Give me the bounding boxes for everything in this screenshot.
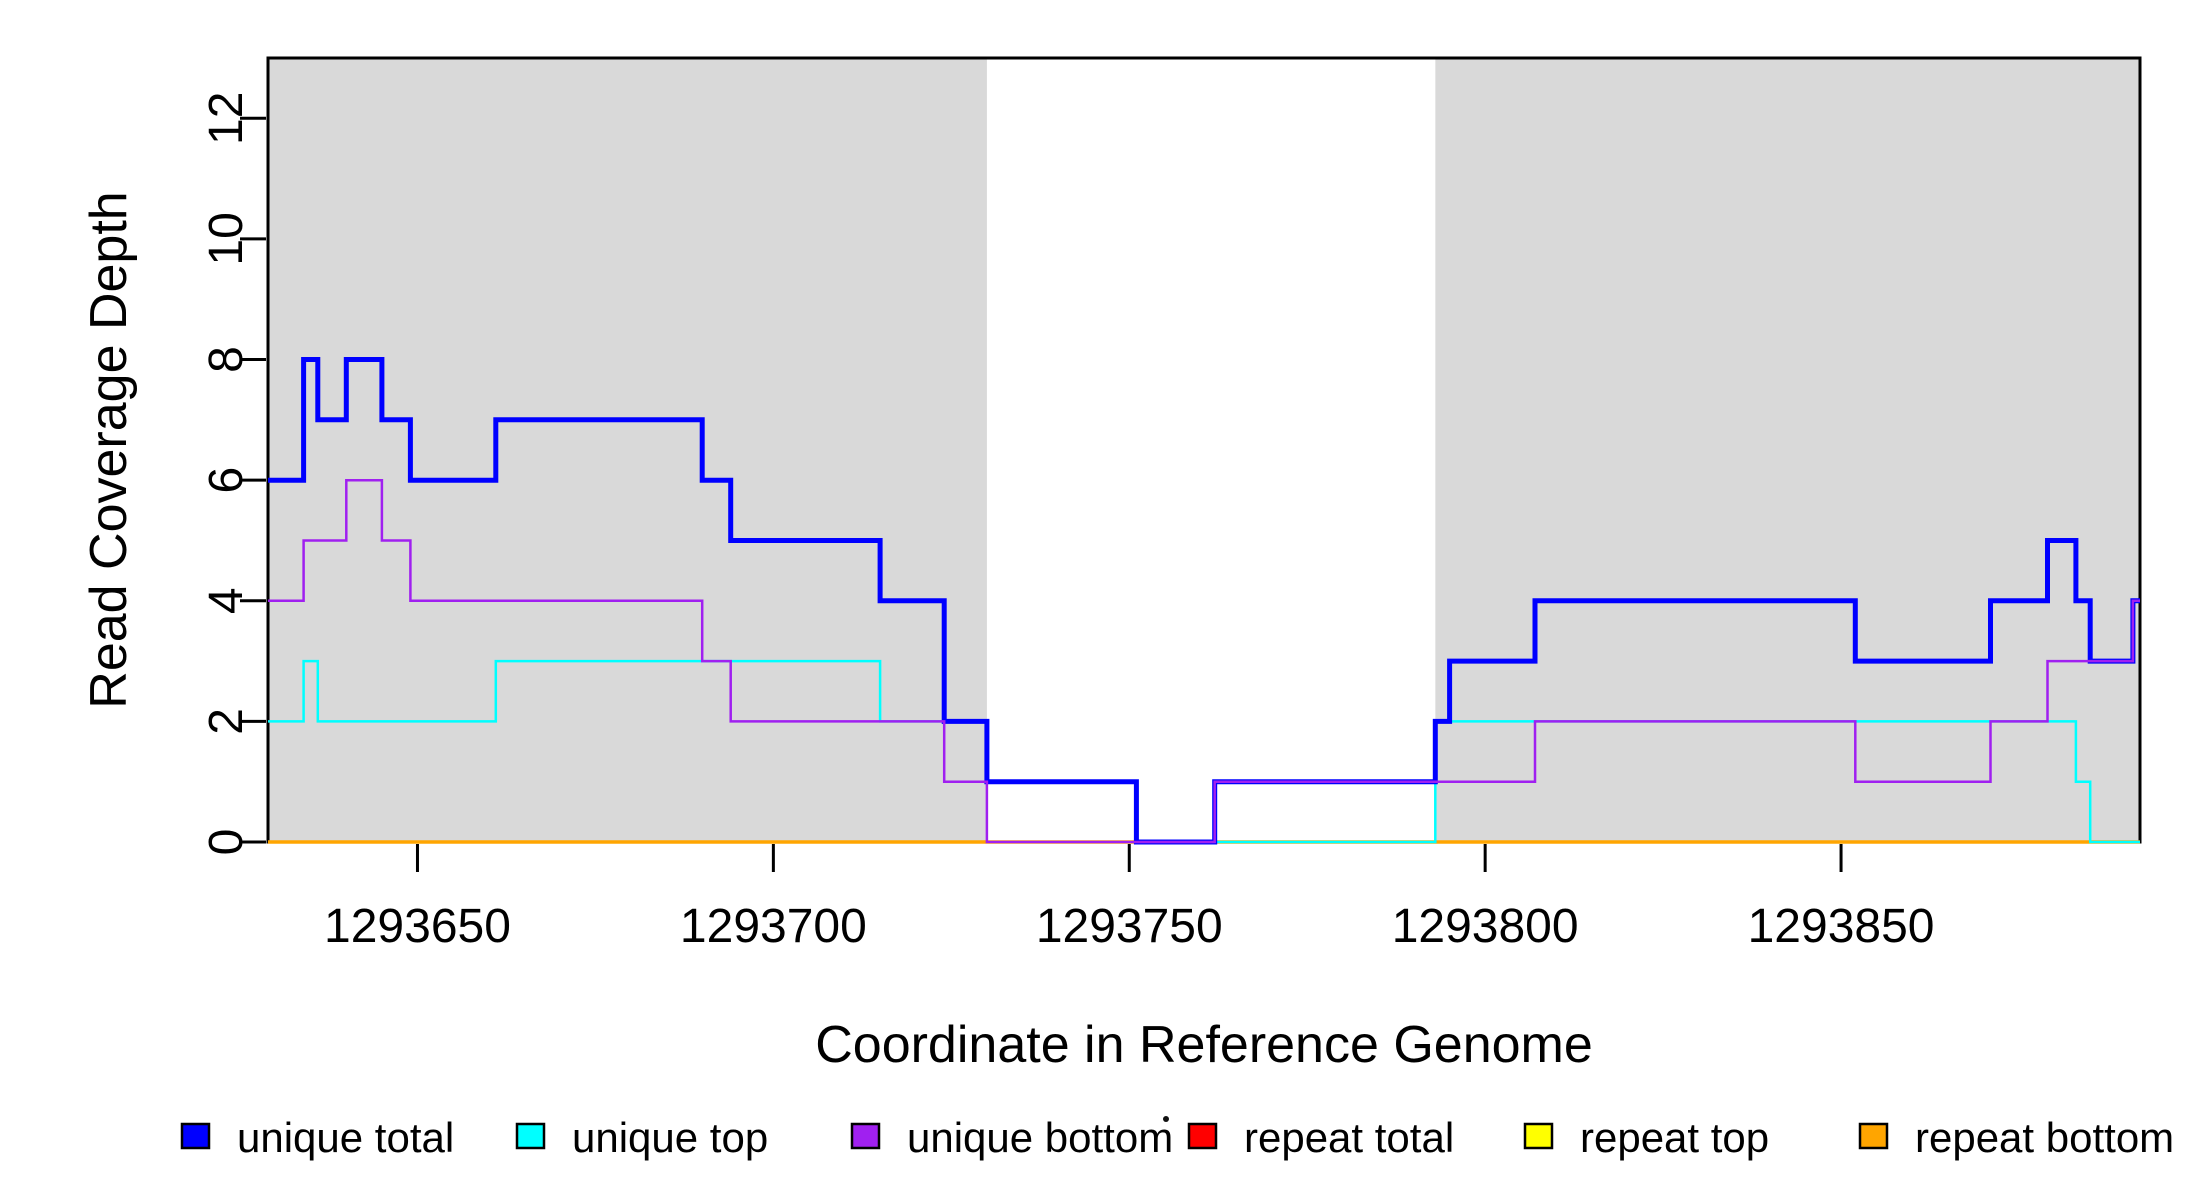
legend-item-unique-total: unique total: [180, 1114, 454, 1161]
x-axis: 1293650 1293700 1293750 1293800 1293850 Coord…: [324, 844, 1934, 1074]
legend-item-unique-top: unique top: [515, 1114, 768, 1161]
legend: unique total unique top unique bottom repea…: [180, 1114, 2174, 1161]
y-tick-label: 10: [200, 212, 253, 265]
legend-label: repeat total: [1244, 1114, 1454, 1161]
shaded-region: [268, 58, 987, 842]
legend-item-repeat-bottom: repeat bottom: [1858, 1114, 2174, 1161]
shaded-regions: [268, 58, 2140, 842]
x-axis-title: Coordinate in Reference Genome: [815, 1016, 1593, 1074]
legend-swatch: [515, 1122, 546, 1150]
series-unique-total: [268, 357, 2140, 845]
legend-swatch: [180, 1122, 211, 1150]
legend-item-unique-bottom: unique bottom: [850, 1114, 1173, 1161]
x-tick-label: 1293850: [1748, 900, 1935, 953]
series-lines: [268, 357, 2140, 845]
stray-dot: [1163, 1116, 1169, 1122]
legend-swatch: [1187, 1122, 1218, 1150]
y-tick-label: 8: [200, 346, 253, 373]
legend-swatch: [850, 1122, 881, 1150]
legend-label: repeat bottom: [1915, 1114, 2174, 1161]
y-tick-label: 12: [200, 92, 253, 145]
legend-swatch: [1858, 1122, 1889, 1150]
y-tick-label: 6: [200, 467, 253, 494]
legend-item-repeat-total: repeat total: [1187, 1114, 1454, 1161]
series-unique-bottom: [268, 478, 2140, 844]
legend-label: unique top: [572, 1114, 768, 1161]
legend-label: unique total: [237, 1114, 454, 1161]
legend-label: unique bottom: [907, 1114, 1173, 1161]
x-tick-label: 1293700: [680, 900, 867, 953]
x-tick-label: 1293750: [1036, 900, 1223, 953]
x-tick-label: 1293650: [324, 900, 511, 953]
x-tick-label: 1293800: [1392, 900, 1579, 953]
shaded-region: [1435, 58, 2140, 842]
y-tick-label: 2: [200, 708, 253, 735]
legend-item-repeat-top: repeat top: [1523, 1114, 1769, 1161]
legend-swatch: [1523, 1122, 1554, 1150]
y-axis: 0 2 4 6 8 10 12 Read Coverage Depth: [80, 92, 266, 856]
y-axis-title: Read Coverage Depth: [80, 191, 138, 708]
legend-label: repeat top: [1580, 1114, 1769, 1161]
y-tick-label: 0: [200, 829, 253, 856]
y-tick-label: 4: [200, 587, 253, 614]
